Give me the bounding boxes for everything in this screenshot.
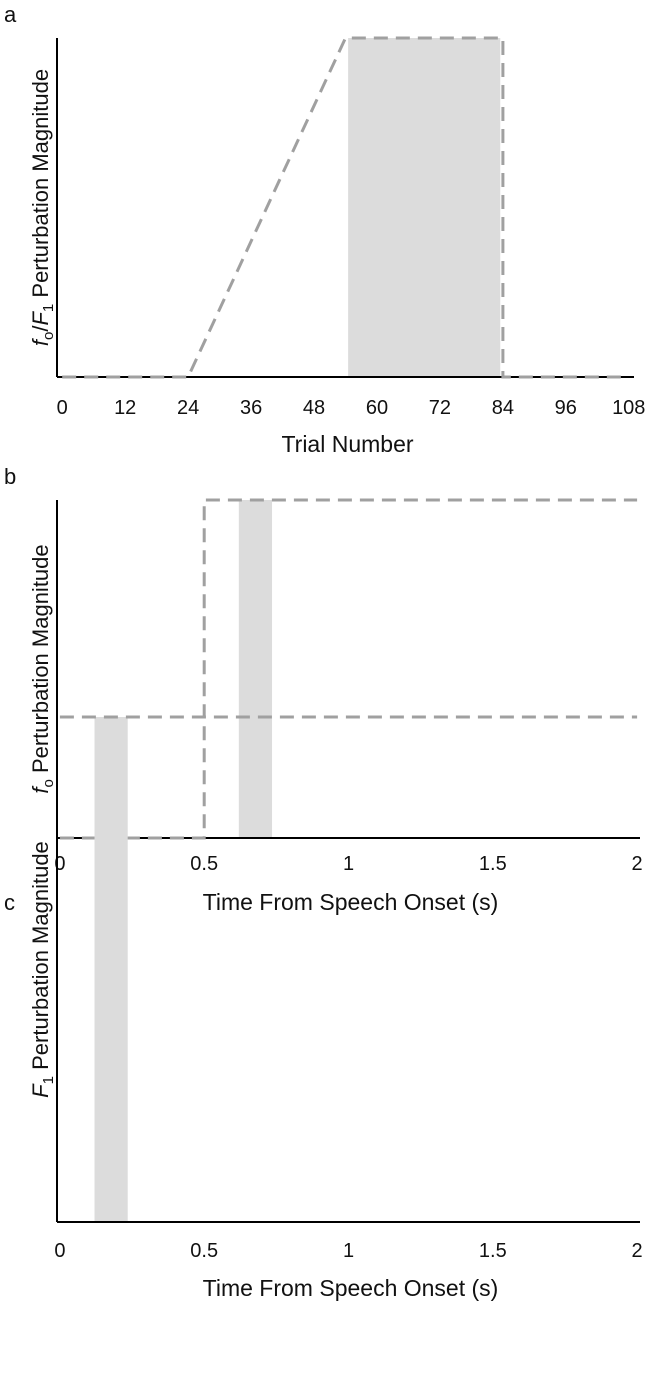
y-axis-title-part: Perturbation Magnitude — [28, 544, 53, 779]
x-tick-label: 1 — [343, 853, 354, 875]
perturbation-line — [62, 36, 629, 379]
chart-panel-b: 0 0.5 1 1.5 2 Time From Speech Onset (s) fo Pe… — [28, 498, 643, 915]
panel-letter-a: a — [4, 2, 17, 27]
x-tick-label: 1.5 — [479, 1240, 507, 1262]
chart-panel-a: 0 12 24 36 48 60 72 84 96 108 Trial Number fo/F1 Pe… — [28, 36, 645, 457]
y-axis-title-part: 1 — [40, 304, 57, 312]
perturbation-line — [59, 498, 638, 840]
y-axis-title-part: o — [40, 332, 57, 340]
y-axis-title-part: F — [28, 311, 53, 326]
x-tick-label: 0.5 — [190, 853, 218, 875]
y-axis-title-part: f — [28, 785, 53, 794]
x-tick-label: 36 — [240, 397, 262, 419]
x-tick-label: 108 — [612, 397, 645, 419]
x-tick-label: 24 — [177, 397, 199, 419]
y-axis-title-part: f — [28, 337, 53, 346]
x-tick-label: 0.5 — [190, 1240, 218, 1262]
y-axis-title-part: Perturbation Magnitude — [28, 69, 53, 304]
x-tick-label: 2 — [632, 1240, 643, 1262]
panel-letter-b: b — [4, 464, 16, 489]
y-axis-title: fo/F1 Perturbation Magnitude — [28, 69, 57, 346]
y-axis-title-part: F — [28, 1083, 53, 1098]
x-tick-label: 48 — [303, 397, 325, 419]
y-axis-title-part: Perturbation Magnitude — [28, 841, 53, 1076]
y-axis-title-part: 1 — [40, 1076, 57, 1084]
panel-letter-c: c — [4, 890, 15, 915]
shaded-window — [348, 38, 501, 377]
x-tick-label: 1 — [343, 1240, 354, 1262]
x-tick-label: 0 — [57, 397, 68, 419]
y-axis-title: F1 Perturbation Magnitude — [28, 841, 57, 1098]
x-tick-label: 12 — [114, 397, 136, 419]
y-axis-title-part: o — [40, 779, 57, 787]
x-tick-label: 1.5 — [479, 853, 507, 875]
x-axis-title: Trial Number — [281, 431, 413, 457]
y-axis-title: fo Perturbation Magnitude — [28, 544, 57, 793]
shaded-window — [94, 717, 128, 1222]
x-tick-label: 2 — [632, 853, 643, 875]
shaded-window — [238, 500, 273, 838]
x-tick-label: 0 — [54, 1240, 65, 1262]
x-tick-label: 72 — [429, 397, 451, 419]
x-tick-label: 96 — [555, 397, 577, 419]
x-tick-label: 60 — [366, 397, 388, 419]
x-axis-title: Time From Speech Onset (s) — [203, 1275, 499, 1301]
y-axis-title-part: / — [28, 325, 53, 332]
x-tick-label: 0 — [54, 853, 65, 875]
x-tick-label: 84 — [492, 397, 514, 419]
x-axis-title: Time From Speech Onset (s) — [203, 889, 499, 915]
